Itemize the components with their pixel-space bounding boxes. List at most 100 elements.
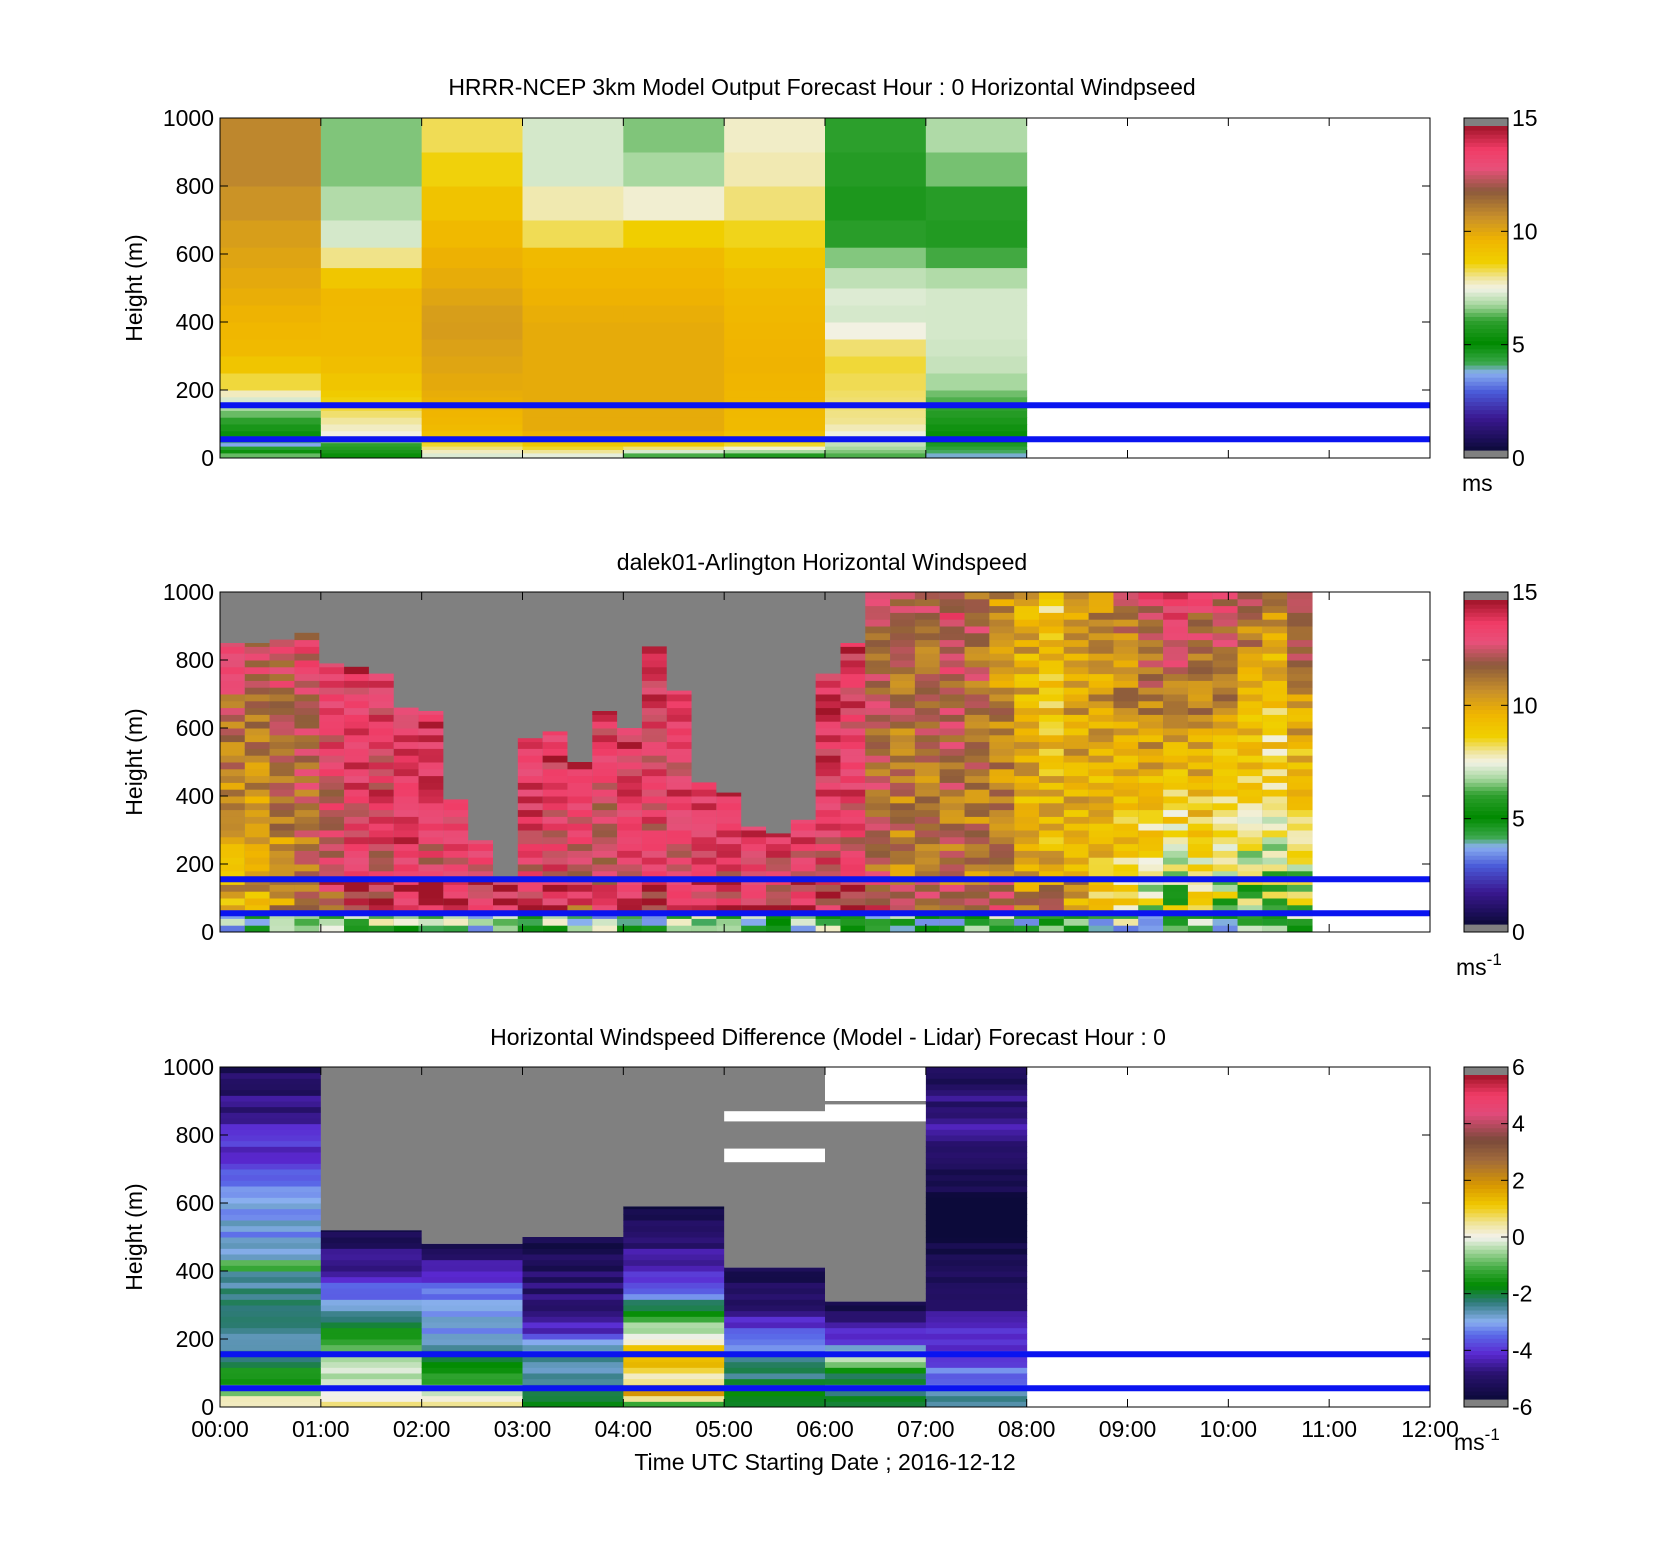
heat-cell [939, 673, 966, 681]
heat-cell [1163, 680, 1189, 688]
heat-cell [724, 322, 826, 340]
heat-cell [623, 1333, 725, 1340]
heat-cell [517, 870, 544, 879]
heat-cell [1287, 687, 1313, 695]
heat-cell [320, 339, 423, 357]
heat-cell [1163, 714, 1189, 722]
heat-cell [1212, 775, 1239, 783]
heat-cell [542, 898, 568, 906]
heat-cell [964, 687, 990, 695]
heat-cell [592, 768, 618, 777]
heat-cell [1163, 734, 1189, 743]
heat-cell [1187, 666, 1214, 675]
heat-cell [1212, 748, 1239, 756]
heat-cell [1138, 687, 1164, 695]
heat-cell [1113, 775, 1139, 783]
heat-cell [724, 118, 826, 153]
heat-cell [517, 796, 544, 804]
heat-cell [925, 1129, 1028, 1136]
colorbar-step [1464, 1394, 1508, 1400]
heat-cell [244, 809, 271, 817]
heat-cell [393, 734, 420, 743]
colorbar-step [1464, 644, 1508, 650]
heat-cell [542, 816, 568, 824]
heat-cell [617, 857, 643, 865]
colorbar-step [1464, 166, 1508, 172]
heat-cell [939, 660, 966, 668]
heat-cell [716, 816, 742, 824]
heat-cell [1014, 796, 1040, 804]
heat-cell [220, 734, 246, 743]
heat-cell [790, 836, 817, 845]
heat-cell [344, 836, 370, 845]
colorbar-step [1464, 1326, 1508, 1331]
heat-cell [319, 843, 345, 851]
heat-cell [269, 660, 295, 668]
heat-cell [617, 809, 643, 817]
heat-cell [964, 694, 990, 702]
heat-cell [592, 775, 618, 783]
heat-cell [368, 782, 395, 790]
heat-cell [840, 789, 866, 797]
heat-cell [1163, 660, 1189, 668]
heat-cell [368, 734, 395, 743]
heat-cell [641, 748, 668, 756]
colorbar-step [1464, 239, 1508, 245]
heat-cell [716, 918, 742, 926]
heat-cell [1039, 694, 1065, 702]
colorbar-step [1464, 389, 1508, 394]
heat-cell [344, 796, 370, 804]
heat-cell [1262, 734, 1288, 743]
heat-cell [319, 904, 345, 913]
heat-cell [393, 918, 420, 926]
heat-cell [220, 1356, 322, 1363]
heat-cell [1287, 605, 1313, 613]
heat-cell [522, 220, 624, 248]
heat-cell [840, 680, 866, 688]
heat-cell [220, 1310, 322, 1317]
heat-cell [1113, 626, 1139, 634]
heat-cell [989, 666, 1015, 675]
heat-cell [1237, 728, 1263, 736]
heat-cell [542, 918, 568, 926]
colorbar-step [1464, 1297, 1508, 1303]
heat-cell [294, 748, 320, 756]
heat-cell [269, 741, 295, 749]
heat-cell [815, 700, 841, 709]
colorbar-step [1464, 1188, 1508, 1194]
heat-cell [766, 843, 792, 851]
heat-cell [1014, 864, 1040, 872]
heat-cell [815, 721, 841, 729]
heat-cell [964, 755, 990, 763]
heat-cell [517, 843, 544, 851]
heat-cell [666, 802, 693, 811]
heat-cell [825, 1316, 927, 1323]
heat-cell [220, 1140, 322, 1147]
heat-cell [294, 830, 320, 838]
heat-cell [1039, 823, 1065, 831]
heat-cell [393, 823, 420, 831]
heat-cell [421, 1395, 523, 1402]
heat-cell [368, 748, 395, 756]
heat-cell [1163, 891, 1189, 899]
y-tick-label: 1000 [163, 105, 214, 131]
heat-cell [320, 1356, 423, 1363]
heat-cell [592, 714, 618, 722]
heat-cell [320, 1401, 423, 1408]
heat-cell [1287, 646, 1313, 654]
heat-cell [244, 660, 271, 668]
heat-cell [294, 789, 320, 797]
colorbar-step [1464, 1334, 1508, 1339]
heat-cell [1237, 646, 1263, 654]
heat-cell [617, 891, 643, 899]
heat-cell [1014, 660, 1040, 668]
colorbar-tick-label: 15 [1512, 105, 1538, 131]
heat-cell [393, 836, 420, 845]
heat-cell [220, 373, 322, 391]
heat-cell [244, 850, 271, 858]
heat-cell [623, 1299, 725, 1306]
heat-cell [716, 809, 742, 817]
heat-cell [1014, 734, 1040, 743]
heat-cell [641, 843, 668, 851]
